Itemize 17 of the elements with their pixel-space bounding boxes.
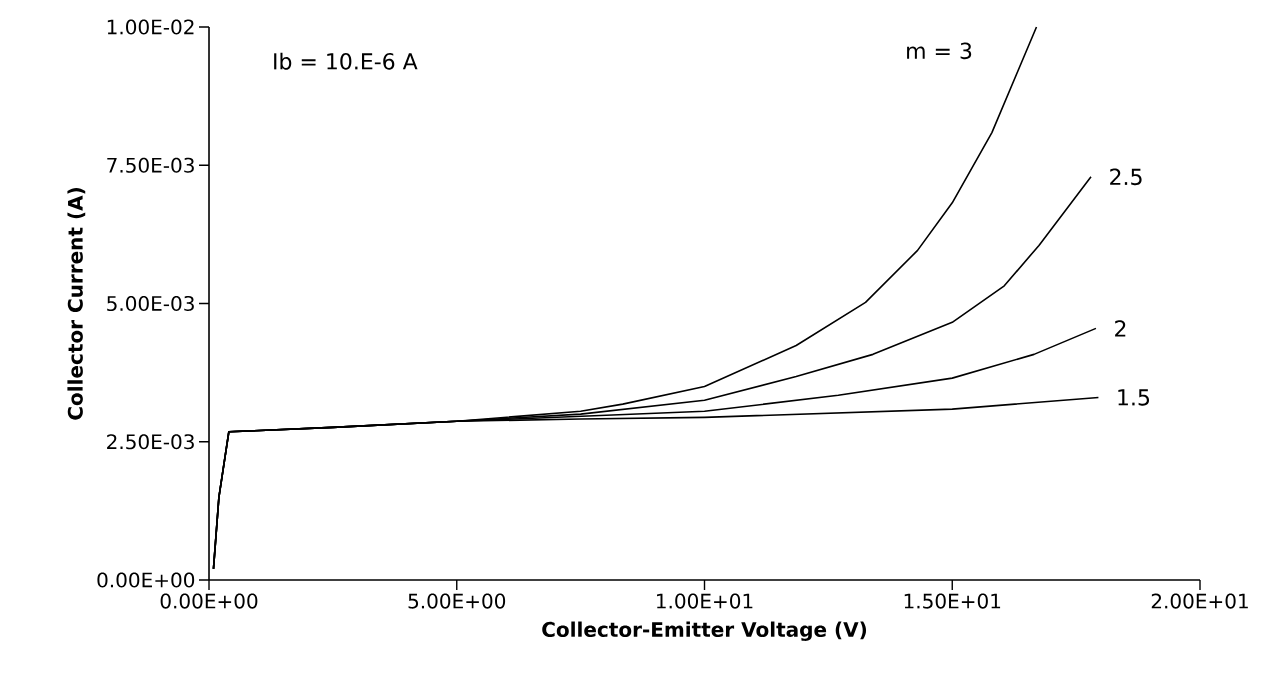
x-tick-label: 1.50E+01 xyxy=(904,593,1001,609)
series-label: 1.5 xyxy=(1118,389,1150,406)
x-tick-label: 2.00E+01 xyxy=(1151,593,1248,609)
y-tick-label: 2.50E-03 xyxy=(107,434,194,450)
y-tick-label: 7.50E-03 xyxy=(107,157,194,173)
y-tick-label: 1.00E-02 xyxy=(107,19,194,35)
y-tick-label: 5.00E-03 xyxy=(107,295,194,312)
y-axis-title: Collector Current (A) xyxy=(67,188,86,420)
y-tick-label: 0.00E+00 xyxy=(97,572,195,588)
text: m = 3 xyxy=(907,42,972,60)
x-tick-label: 1.00E+01 xyxy=(657,593,753,609)
x-tick-label: 0.00E+00 xyxy=(160,593,258,609)
series-label: 2.5 xyxy=(1110,168,1142,186)
series-label: 2 xyxy=(1115,320,1126,337)
x-tick-label: 5.00E+00 xyxy=(408,593,506,609)
annotation: Ib = 10.E-6 A xyxy=(274,52,418,70)
x-axis-title: Collector-Emitter Voltage (V) xyxy=(542,621,867,642)
